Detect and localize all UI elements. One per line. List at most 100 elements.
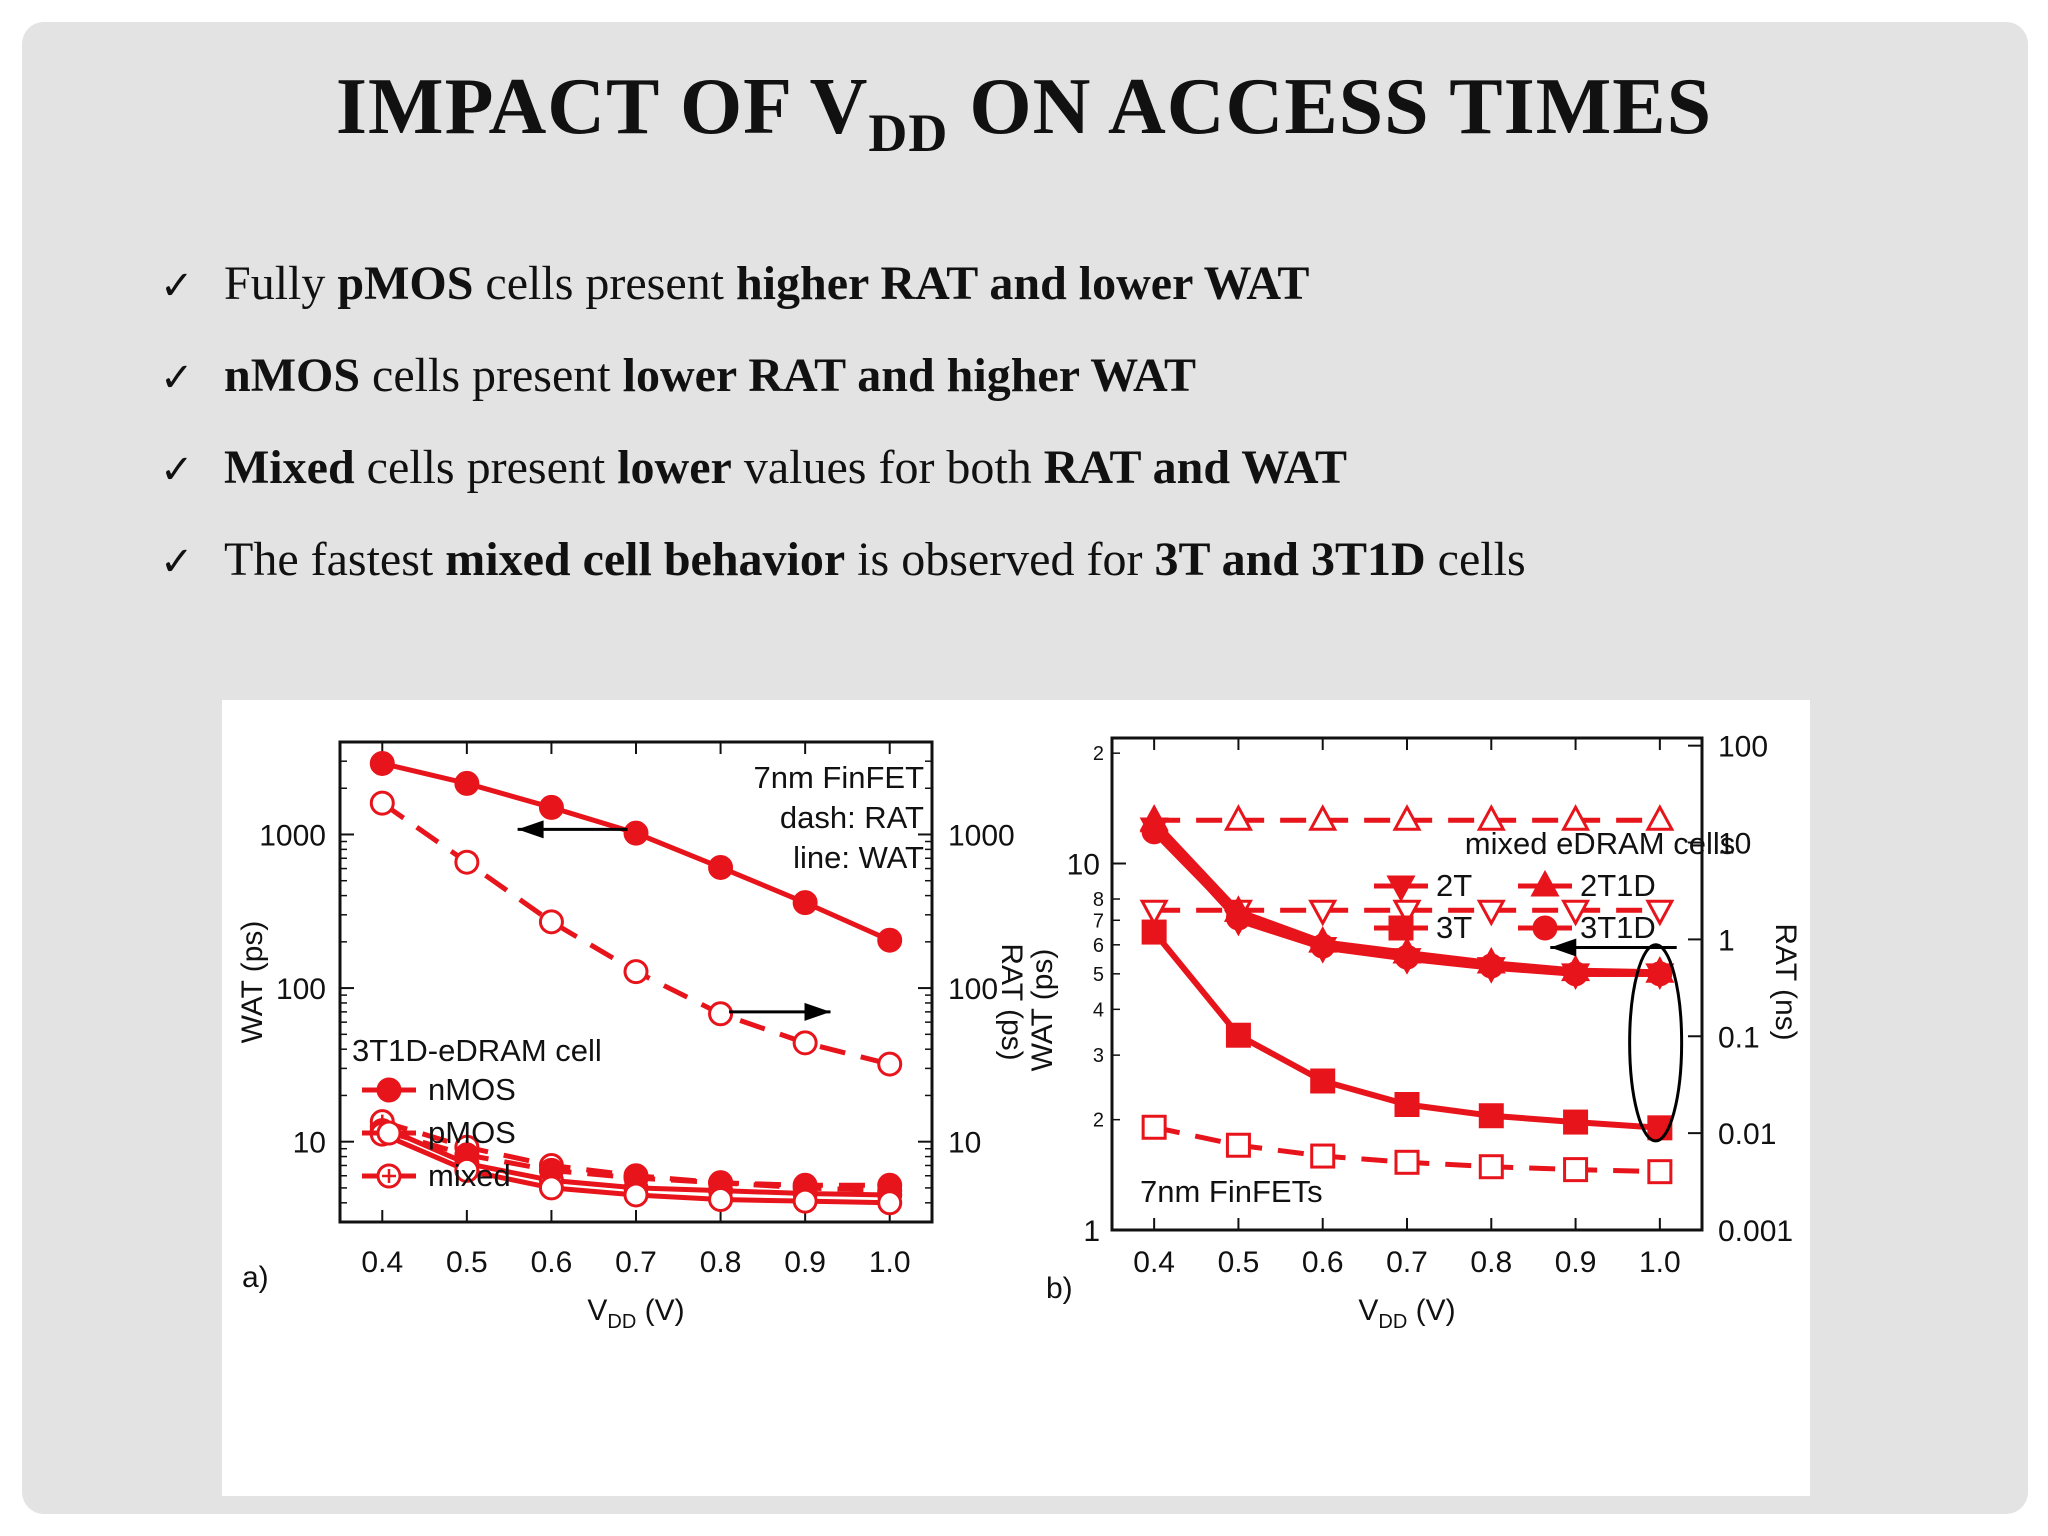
legend-marker bbox=[1386, 875, 1416, 903]
y-left-minor-tick-label: 2 bbox=[1093, 1110, 1104, 1132]
y-left-minor-tick-label: 2 bbox=[1093, 743, 1104, 765]
point-pmos-rat bbox=[454, 849, 480, 875]
point-3t-rat bbox=[1394, 1149, 1420, 1175]
y-left-minor-tick-label: 7 bbox=[1093, 910, 1104, 932]
point-3t-rat bbox=[1141, 1114, 1167, 1140]
x-tick-label: 0.6 bbox=[1302, 1246, 1344, 1279]
point-3t1d-wat bbox=[1310, 933, 1336, 959]
bullet-item: ✓ The fastest mixed cell behavior is obse… bbox=[160, 524, 1526, 616]
point-3t-rat bbox=[1225, 1132, 1251, 1158]
y-left-tick-label: 1000 bbox=[259, 819, 326, 852]
point-2t-rat bbox=[1139, 899, 1169, 927]
bullet-text: Fully bbox=[224, 257, 338, 310]
point-3t-rat bbox=[1563, 1157, 1589, 1183]
y-left-axis-title: WAT (ps) bbox=[1026, 949, 1059, 1072]
point-2t-rat bbox=[1561, 899, 1591, 927]
y-left-minor-tick-label: 3 bbox=[1093, 1045, 1104, 1067]
x-tick-label: 0.9 bbox=[1555, 1246, 1597, 1279]
chart-b: 0.4 0.5 0.6 0.7 0.8 0.9 1.0 1 10 2 3 4 5 6 78 2 0.001 0.0… bbox=[1026, 731, 1802, 1333]
x-tick-label: 0.4 bbox=[1133, 1246, 1175, 1279]
point-pmos-wat bbox=[454, 1157, 480, 1183]
y-left-minor-tick-label: 5 bbox=[1093, 964, 1104, 986]
legend-title: 3T1D-eDRAM cell bbox=[352, 1033, 602, 1068]
chart-b-annotation: 7nm FinFETs bbox=[1140, 1174, 1323, 1209]
point-pmos-wat bbox=[877, 1190, 903, 1216]
x-tick-label: 0.7 bbox=[615, 1246, 657, 1279]
point-pmos-wat bbox=[538, 1175, 564, 1201]
point-3t-wat bbox=[1478, 1103, 1504, 1129]
x-tick-label: 0.6 bbox=[531, 1246, 573, 1279]
bullet-item: ✓ Fully pMOS cells present higher RAT and… bbox=[160, 248, 1526, 340]
y-left-tick-label: 10 bbox=[1067, 848, 1100, 881]
y-right-tick-label: 100 bbox=[948, 973, 998, 1006]
point-pmos-rat bbox=[708, 1001, 734, 1027]
chart-a-annotation: dash: RAT bbox=[780, 800, 924, 835]
bullet-text: cells present bbox=[354, 441, 618, 494]
figure-svg: 0.4 0.5 0.6 0.7 0.8 0.9 1.0 10 100 1000 10 100 1000 7… bbox=[236, 731, 1802, 1333]
y-right-tick-label: 1000 bbox=[948, 819, 1015, 852]
x-tick-label: 0.7 bbox=[1386, 1246, 1428, 1279]
bullet-text-bold: 3T and 3T1D bbox=[1154, 533, 1426, 586]
point-pmos-wat bbox=[708, 1187, 734, 1213]
chart-a: 0.4 0.5 0.6 0.7 0.8 0.9 1.0 10 100 1000 10 100 1000 7… bbox=[236, 740, 1028, 1333]
chart-a-annotation: line: WAT bbox=[793, 840, 924, 875]
legend-item-mixed: mixed bbox=[428, 1158, 511, 1193]
point-2t1d-rat bbox=[1223, 804, 1253, 831]
bullet-text: cells present bbox=[473, 257, 736, 310]
point-nmos-wat bbox=[454, 770, 480, 796]
bullet-text-bold: nMOS bbox=[224, 349, 361, 402]
y-left-minor-tick-label: 4 bbox=[1093, 999, 1104, 1021]
figure-panel: 0.4 0.5 0.6 0.7 0.8 0.9 1.0 10 100 1000 10 100 1000 7… bbox=[222, 700, 1810, 1496]
point-3t-wat bbox=[1394, 1092, 1420, 1118]
legend-item-3t: 3T bbox=[1436, 910, 1472, 945]
x-tick-label: 0.9 bbox=[784, 1246, 826, 1279]
x-tick-label: 0.8 bbox=[700, 1246, 742, 1279]
bullet-text: cells bbox=[1425, 533, 1526, 586]
point-pmos-rat bbox=[369, 790, 395, 816]
bullet-text-bold: higher RAT and lower WAT bbox=[735, 257, 1310, 310]
point-nmos-wat bbox=[708, 854, 734, 880]
bullet-text-bold: mixed cell behavior bbox=[445, 533, 846, 586]
legend-marker bbox=[1530, 869, 1560, 897]
bullet-text-bold: RAT and WAT bbox=[1043, 441, 1347, 494]
point-2t1d-rat bbox=[1645, 804, 1675, 831]
legend-title: mixed eDRAM cells bbox=[1465, 826, 1735, 861]
point-3t-wat bbox=[1563, 1109, 1589, 1135]
legend-marker bbox=[1388, 915, 1414, 941]
legend-item-2t: 2T bbox=[1436, 868, 1472, 903]
bullet-text: is observed for bbox=[845, 533, 1155, 586]
point-3t-wat bbox=[1225, 1022, 1251, 1048]
point-pmos-wat bbox=[792, 1188, 818, 1214]
y-right-tick-label: 10 bbox=[948, 1127, 981, 1160]
legend-item-2t1d: 2T1D bbox=[1580, 868, 1656, 903]
point-2t-rat bbox=[1308, 899, 1338, 927]
x-axis-title: VDD (V) bbox=[587, 1294, 684, 1333]
point-nmos-wat bbox=[792, 890, 818, 916]
y-right-axis-title: RAT (ns) bbox=[1769, 923, 1802, 1040]
point-3t-wat bbox=[1141, 919, 1167, 945]
point-nmos-wat bbox=[538, 794, 564, 820]
x-tick-label: 0.8 bbox=[1470, 1246, 1512, 1279]
point-3t1d-wat bbox=[1141, 819, 1167, 845]
bullet-item: ✓ nMOS cells present lower RAT and higher… bbox=[160, 340, 1526, 432]
point-2t1d-rat bbox=[1561, 804, 1591, 831]
x-axis-title: VDD (V) bbox=[1358, 1294, 1455, 1333]
x-tick-label: 1.0 bbox=[1639, 1246, 1681, 1279]
legend-marker bbox=[1532, 915, 1558, 941]
point-pmos-wat bbox=[623, 1182, 649, 1208]
legend-marker-plus bbox=[382, 1169, 396, 1183]
check-icon: ✓ bbox=[160, 447, 194, 493]
legend-item-nmos: nMOS bbox=[428, 1072, 516, 1107]
y-right-tick-label: 0.01 bbox=[1718, 1118, 1776, 1151]
title-rest: ON ACCESS TIMES bbox=[948, 63, 1713, 151]
bullet-text-bold: pMOS bbox=[337, 257, 474, 310]
x-tick-label: 0.4 bbox=[361, 1246, 403, 1279]
check-icon: ✓ bbox=[160, 355, 194, 401]
bullet-text-bold: Mixed bbox=[224, 441, 355, 494]
arrow-right-head bbox=[804, 1002, 831, 1021]
arrow-left-head bbox=[517, 820, 544, 839]
legend-marker bbox=[376, 1120, 402, 1146]
point-nmos-wat bbox=[623, 820, 649, 846]
point-2t-rat bbox=[1392, 899, 1422, 927]
point-3t1d-wat bbox=[1394, 944, 1420, 970]
